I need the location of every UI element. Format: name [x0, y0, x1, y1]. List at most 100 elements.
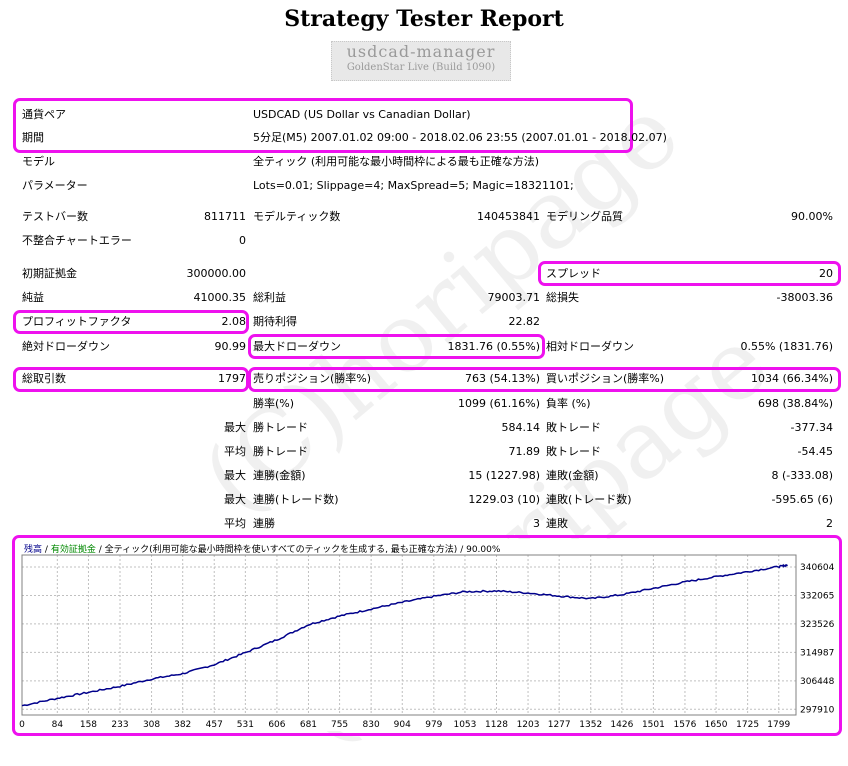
legend-balance: 残高: [24, 543, 42, 555]
profit-factor-value: 2.08: [221, 315, 247, 328]
highlight-spread: [538, 261, 841, 286]
account-server: GoldenStar Live (Build 1090): [346, 62, 496, 73]
largest-prefix: 最大: [224, 421, 246, 434]
y-tick-label: 332065: [800, 591, 834, 601]
ticks-label: モデルティック数: [253, 210, 341, 223]
spread-value: 20: [819, 267, 833, 280]
expected-payoff-label: 期待利得: [253, 315, 297, 328]
x-tick-label: 531: [237, 720, 254, 730]
legend-quality: 90.00%: [466, 545, 501, 555]
avg-consec-losses-value: 2: [826, 517, 833, 530]
average-loss-label: 敗トレード: [546, 445, 601, 458]
legend-sep: /: [99, 545, 103, 555]
x-tick-label: 1277: [548, 720, 571, 730]
largest-loss-label: 敗トレード: [546, 421, 601, 434]
legend-equity: 有効証拠金: [51, 543, 96, 555]
largest-win-label: 勝トレード: [253, 421, 308, 434]
legend-model: 全ティック(利用可能な最小時間枠を使いすべてのティックを生成する, 最も正確な方…: [105, 543, 458, 555]
legend-sep: /: [45, 545, 49, 555]
expected-payoff-value: 22.82: [508, 315, 541, 328]
x-tick-label: 1426: [610, 720, 633, 730]
page-title: Strategy Tester Report: [284, 6, 564, 32]
y-tick-label: 297910: [800, 705, 834, 715]
net-profit-value: 41000.35: [193, 291, 247, 304]
gross-profit-value: 79003.71: [487, 291, 541, 304]
abs-drawdown-label: 絶対ドローダウン: [22, 340, 110, 353]
plot-frame: [21, 554, 797, 716]
average-win-label: 勝トレード: [253, 445, 308, 458]
avg-consec-losses-label: 連敗: [546, 517, 568, 530]
chart-legend: 残高 / 有効証拠金 / 全ティック(利用可能な最小時間枠を使いすべてのティック…: [24, 543, 501, 555]
long-positions-value: 1034 (66.34%): [750, 372, 833, 385]
largest-loss-value: -377.34: [790, 421, 833, 434]
bars-label: テストバー数: [22, 210, 88, 223]
ticks-value: 140453841: [477, 210, 540, 223]
x-tick-label: 1352: [579, 720, 602, 730]
symbol-label: 通貨ペア: [22, 108, 66, 121]
x-tick-label: 1650: [705, 720, 728, 730]
account-badge: usdcad-manager GoldenStar Live (Build 10…: [331, 41, 511, 81]
highlight-chart: [12, 535, 842, 736]
spread-label: スプレッド: [546, 267, 601, 280]
short-positions-value: 763 (54.13%): [464, 372, 540, 385]
highlight-symbol-period: [13, 98, 633, 153]
net-profit-label: 純益: [22, 291, 44, 304]
total-trades-value: 1797: [218, 372, 246, 385]
y-axis: 297910 306448 314987 323526 332065 340604: [800, 563, 834, 715]
x-tick-label: 457: [206, 720, 223, 730]
x-tick-label: 1576: [673, 720, 696, 730]
x-tick-label: 382: [174, 720, 191, 730]
y-tick-label: 314987: [800, 648, 834, 658]
model-label: モデル: [22, 155, 55, 168]
period-label: 期間: [22, 131, 44, 144]
gross-loss-label: 総損失: [546, 291, 579, 304]
max-drawdown-value: 1831.76 (0.55%): [447, 340, 540, 353]
loss-rate-label: 負率 (%): [546, 397, 591, 410]
consec-trades-prefix: 最大: [224, 493, 246, 506]
gross-loss-value: -38003.36: [776, 291, 833, 304]
y-tick-label: 323526: [800, 620, 834, 630]
x-tick-label: 979: [425, 720, 442, 730]
x-tick-label: 1128: [485, 720, 508, 730]
avg-consec-wins-label: 連勝: [253, 517, 275, 530]
x-tick-label: 1053: [453, 720, 476, 730]
rel-drawdown-label: 相対ドローダウン: [546, 340, 634, 353]
win-rate-label: 勝率(%): [253, 397, 295, 410]
win-rate-value: 1099 (61.16%): [457, 397, 540, 410]
consec-losses-money-label: 連敗(金額): [546, 469, 599, 482]
params-value: Lots=0.01; Slippage=4; MaxSpread=5; Magi…: [253, 179, 574, 192]
y-tick-label: 340604: [800, 563, 834, 573]
balance-line: [21, 563, 788, 707]
gross-profit-label: 総利益: [253, 291, 286, 304]
quality-value: 90.00%: [791, 210, 833, 223]
model-value: 全ティック (利用可能な最小時間枠による最も正確な方法): [253, 155, 540, 168]
x-tick-label: 233: [111, 720, 128, 730]
errors-value: 0: [239, 234, 246, 247]
x-tick-label: 1725: [736, 720, 759, 730]
deposit-value: 300000.00: [186, 267, 247, 280]
params-label: パラメーター: [22, 179, 88, 192]
account-name: usdcad-manager: [346, 42, 496, 61]
symbol-value: USDCAD (US Dollar vs Canadian Dollar): [253, 108, 471, 121]
x-tick-label: 755: [331, 720, 348, 730]
highlight-total-trades: [13, 367, 249, 392]
x-tick-label: 1203: [517, 720, 540, 730]
avg-consec-wins-value: 3: [533, 517, 540, 530]
profit-factor-label: プロフィットファクタ: [22, 315, 132, 328]
x-tick-label: 1501: [642, 720, 665, 730]
highlight-max-drawdown: [248, 334, 545, 359]
average-prefix: 平均: [224, 445, 246, 458]
period-value: 5分足(M5) 2007.01.02 09:00 - 2018.02.06 23…: [253, 131, 667, 144]
balance-chart: 297910 306448 314987 323526 332065 340604 0 84…: [18, 539, 834, 731]
largest-win-value: 584.14: [501, 421, 541, 434]
consec-losses-trades-label: 連敗(トレード数): [546, 493, 632, 506]
abs-drawdown-value: 90.99: [214, 340, 247, 353]
x-tick-label: 1799: [767, 720, 790, 730]
short-positions-label: 売りポジション(勝率%): [253, 372, 372, 385]
deposit-label: 初期証拠金: [22, 267, 77, 280]
average-win-value: 71.89: [508, 445, 541, 458]
consec-wins-trades-value: 1229.03 (10): [468, 493, 540, 506]
x-tick-label: 0: [19, 720, 25, 730]
highlight-profit-factor: [13, 310, 249, 334]
x-tick-label: 158: [80, 720, 97, 730]
